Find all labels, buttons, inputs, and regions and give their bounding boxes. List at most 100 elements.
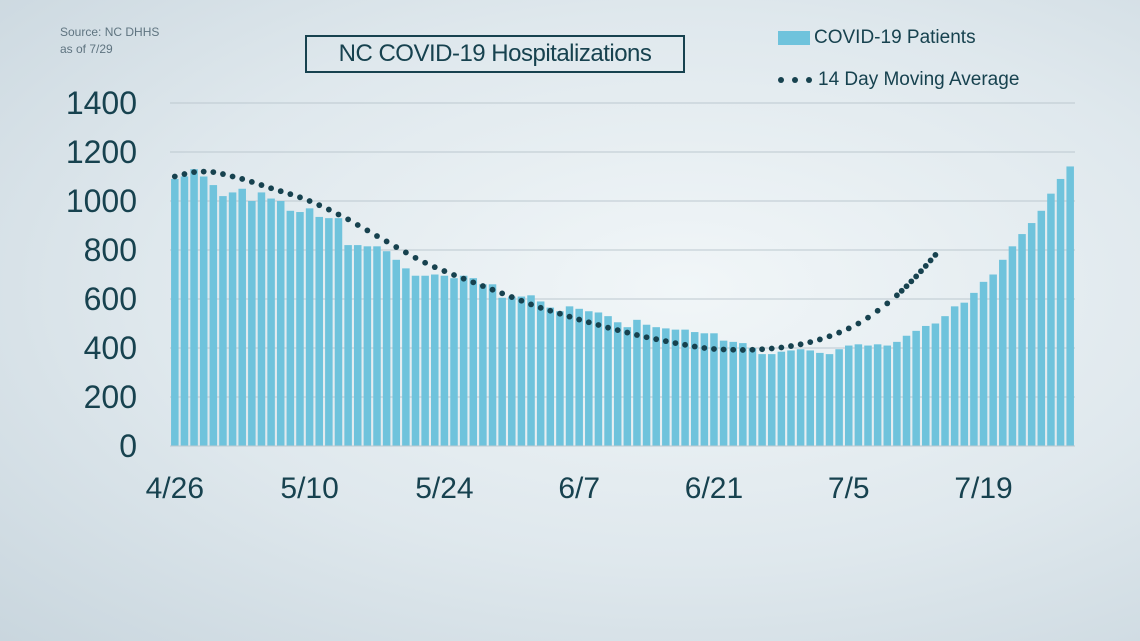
bar — [488, 284, 497, 446]
bar — [739, 343, 747, 446]
bar — [546, 307, 555, 446]
legend-bar-swatch — [778, 31, 810, 45]
average-dot — [470, 279, 477, 286]
y-tick-label: 1400 — [66, 85, 137, 121]
average-dot — [797, 341, 804, 348]
average-dot — [547, 307, 554, 314]
bar — [960, 302, 969, 446]
bar — [835, 349, 843, 446]
bar — [479, 284, 487, 446]
average-dot — [364, 227, 371, 234]
bar — [1008, 246, 1017, 446]
bar — [806, 350, 814, 446]
average-dot — [460, 275, 467, 282]
average-dot — [749, 346, 756, 353]
bar — [459, 275, 468, 446]
average-dot — [730, 346, 737, 353]
bar — [604, 316, 612, 446]
average-dot — [566, 313, 573, 320]
bar — [585, 311, 593, 446]
bar — [1056, 178, 1065, 446]
bar — [652, 327, 660, 446]
average-dot — [826, 333, 833, 340]
average-dot — [672, 340, 679, 346]
legend-dots-swatch — [778, 77, 812, 83]
average-dot — [855, 320, 862, 327]
bar — [642, 324, 651, 446]
bar — [353, 245, 362, 446]
x-tick-label: 5/10 — [280, 472, 338, 505]
x-tick-label: 7/19 — [954, 472, 1012, 505]
average-dot — [739, 347, 746, 353]
average-dot — [898, 287, 905, 294]
bar — [267, 198, 275, 446]
bar — [816, 352, 824, 446]
bar — [912, 330, 920, 446]
average-dot — [287, 191, 294, 198]
average-dot — [816, 336, 823, 343]
y-tick-label: 200 — [84, 379, 137, 415]
bar — [219, 196, 227, 446]
average-dot — [634, 332, 640, 338]
last-value-label: 1141 — [1053, 0, 1094, 5]
average-dot — [701, 345, 708, 351]
bar — [1066, 166, 1074, 446]
average-dot — [865, 314, 871, 321]
average-dot — [576, 316, 583, 323]
y-tick-label: 600 — [84, 281, 137, 317]
bar — [999, 259, 1007, 446]
average-dot — [181, 171, 188, 177]
bar — [719, 340, 728, 446]
bar — [248, 201, 256, 446]
x-tick-label: 5/24 — [415, 472, 473, 505]
x-tick-label: 6/21 — [685, 472, 743, 505]
average-dot — [489, 286, 496, 293]
bar — [276, 201, 285, 446]
bar — [498, 297, 506, 446]
average-dot — [605, 324, 611, 331]
average-dot — [191, 169, 197, 175]
bar — [392, 259, 401, 446]
bar — [190, 169, 198, 446]
average-dot — [479, 283, 486, 289]
y-tick-label: 400 — [84, 330, 137, 366]
average-dot — [451, 272, 457, 278]
average-dot — [903, 283, 910, 290]
bar — [1037, 210, 1046, 446]
average-dot — [711, 346, 717, 352]
average-dot — [528, 301, 534, 308]
bar — [690, 332, 699, 446]
bar — [373, 246, 381, 446]
bar — [411, 275, 420, 446]
average-dot — [691, 343, 698, 350]
average-dot — [624, 329, 631, 336]
bar — [344, 245, 352, 446]
bar — [922, 325, 930, 446]
average-dot — [932, 252, 939, 258]
bar — [421, 275, 429, 446]
average-dot — [354, 222, 361, 228]
average-dot — [248, 178, 255, 185]
average-dot — [682, 341, 688, 348]
bar — [767, 354, 776, 446]
average-dot — [585, 319, 592, 326]
bar — [873, 344, 882, 446]
bar — [296, 212, 304, 446]
average-dot — [778, 344, 785, 351]
average-dot — [402, 249, 409, 256]
bar — [517, 296, 526, 446]
average-dot — [229, 173, 236, 180]
x-tick-label: 4/26 — [146, 472, 204, 505]
bar — [1018, 234, 1026, 446]
average-dot — [614, 327, 621, 334]
average-dot — [306, 198, 313, 204]
bar — [180, 176, 189, 446]
y-tick-label: 1000 — [66, 183, 137, 219]
average-dot — [720, 346, 727, 353]
average-dot — [913, 273, 920, 280]
average-dot — [335, 211, 342, 218]
bar — [228, 192, 237, 446]
bar — [565, 306, 574, 446]
bar — [382, 251, 391, 446]
bar — [209, 185, 218, 446]
